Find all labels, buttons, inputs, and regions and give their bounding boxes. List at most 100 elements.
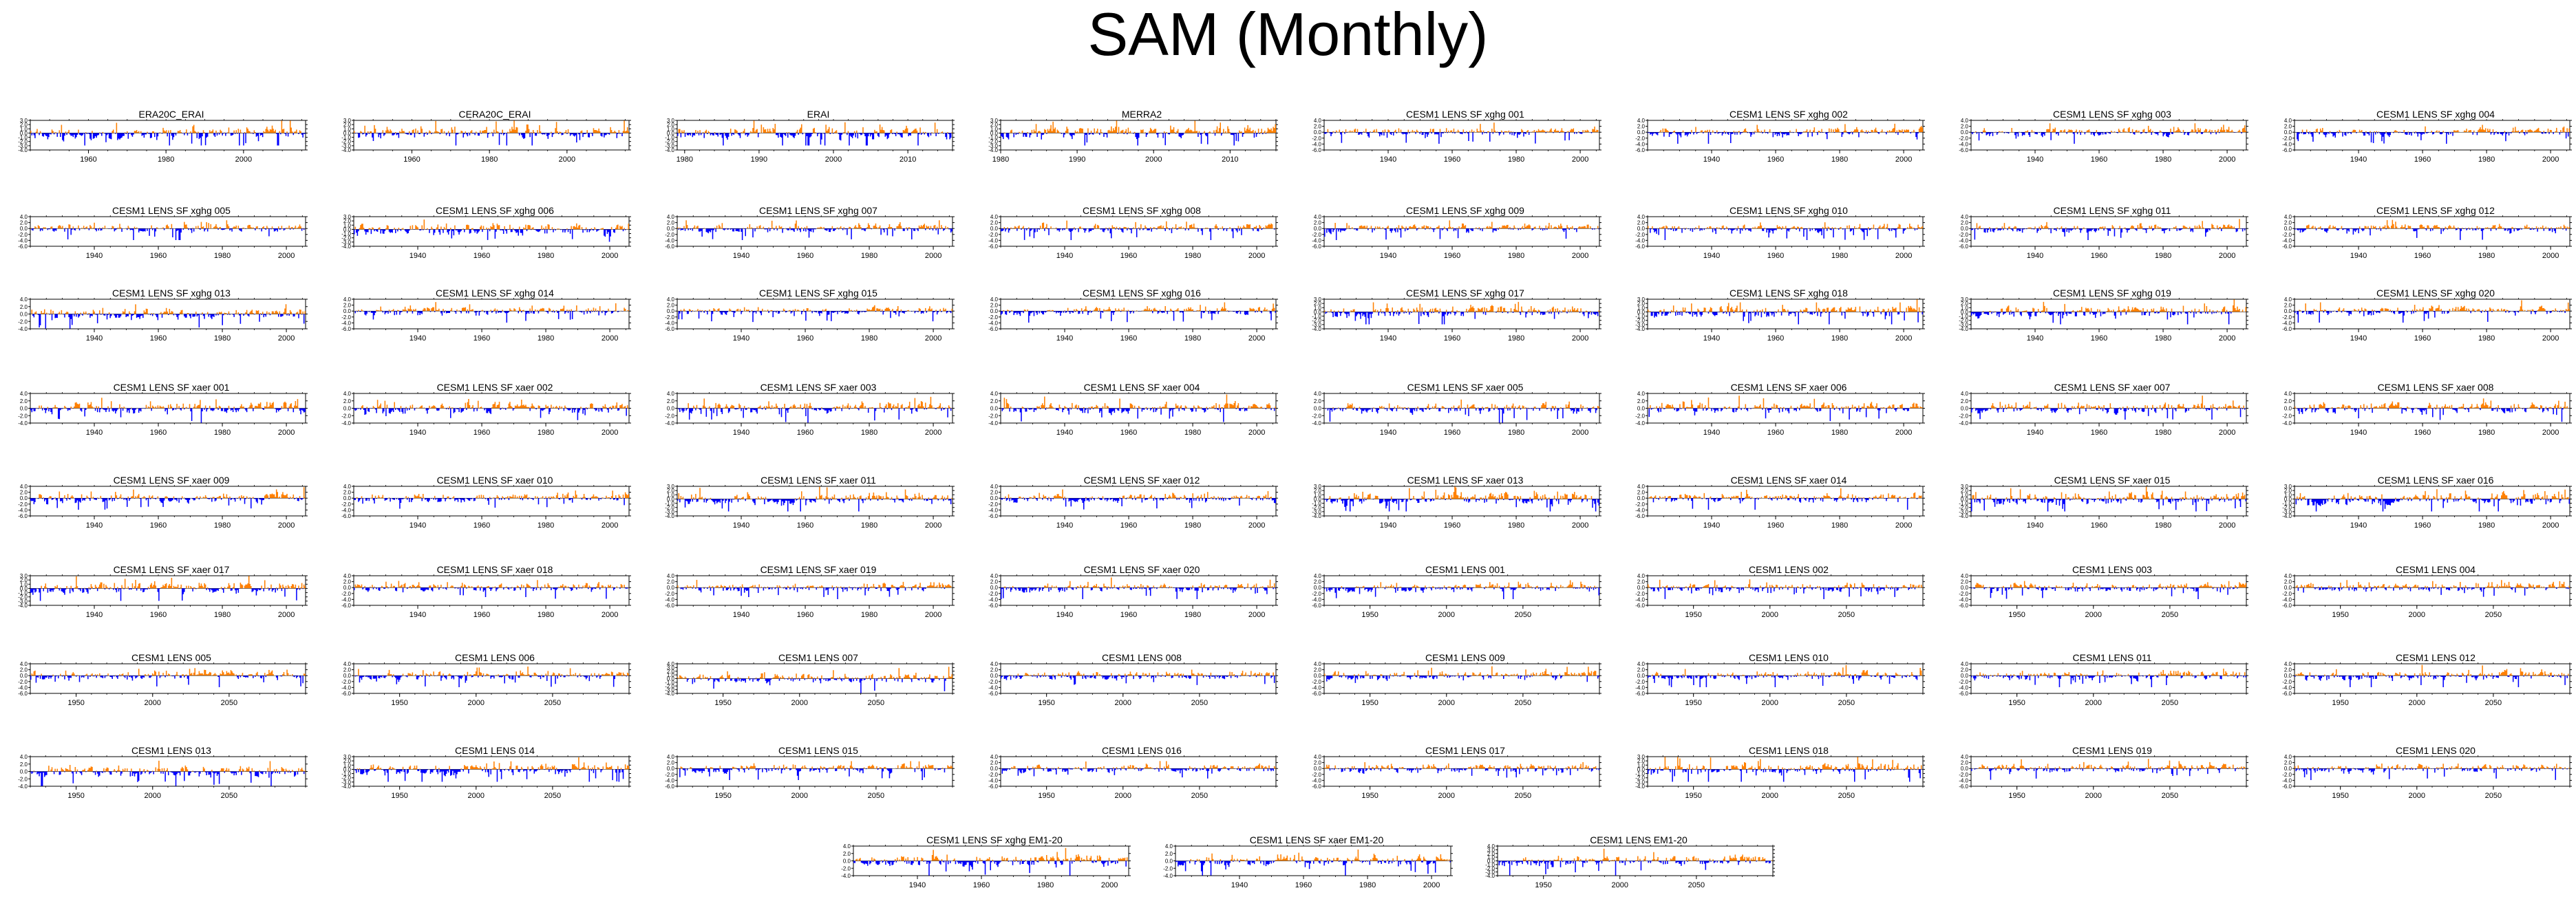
y-tick-label: 4.0	[343, 573, 352, 579]
y-tick-label: -3.0	[341, 779, 351, 786]
panel-plot: 4.03.02.01.00.0-1.0-2.0-3.0-4.0 1950 2000 2…	[1485, 843, 1775, 889]
y-tick-label: -2.0	[341, 413, 351, 419]
positive-anomaly-bars	[1324, 301, 1599, 312]
negative-anomaly-bars	[1001, 133, 1267, 146]
negative-anomaly-bars	[2295, 675, 2568, 688]
x-tick-label: 1980	[214, 429, 231, 437]
x-tick-label: 1950	[391, 699, 407, 707]
panel-title: CESM1 LENS SF xghg EM1-20	[926, 834, 1063, 845]
x-tick-label: 1960	[2091, 429, 2107, 437]
negative-anomaly-bars	[679, 587, 946, 600]
negative-anomaly-bars	[1324, 587, 1599, 600]
x-tick-label: 2000	[925, 521, 941, 530]
y-tick-label: 1.0	[20, 581, 28, 587]
positive-anomaly-bars	[361, 398, 629, 409]
positive-anomaly-bars	[354, 580, 629, 588]
y-tick-label: 2.0	[1314, 579, 1322, 585]
y-tick-label: 0.0	[20, 130, 28, 136]
panel-plot: 4.02.00.0-2.0-4.0 1940 1960 1980 2000	[841, 843, 1131, 889]
y-tick-label: 0.0	[2284, 226, 2292, 232]
y-tick-label: 2.0	[667, 122, 675, 128]
x-tick-label: 1960	[2414, 252, 2431, 260]
panel: CESM1 LENS 016 4.0 2.0 0.0 -2.0 -4.0 -6.0 1950 2…	[981, 745, 1283, 808]
y-tick-label: -6.0	[1635, 513, 1645, 519]
y-tick-label: -2.0	[1635, 232, 1645, 238]
y-tick-label: 4.0	[2284, 296, 2292, 303]
y-tick-label: 4.0	[20, 484, 28, 490]
x-tick-label: 2000	[602, 611, 618, 619]
panel: CESM1 LENS SF xaer 002 4.0 2.0 0.0 -2.0 -4.0 1…	[334, 382, 636, 445]
plot-frame	[1647, 120, 1924, 151]
y-tick-label: 2.0	[2284, 760, 2292, 766]
y-tick-label: -2.0	[1959, 318, 1968, 324]
y-tick-label: 0.0	[1961, 766, 1969, 772]
panel: CESM1 LENS SF xghg 014 4.0 2.0 0.0 -2.0 -4.0-…	[334, 288, 636, 351]
x-tick-label: 1980	[2478, 334, 2495, 343]
y-tick-label: 2.0	[343, 303, 352, 309]
x-tick-label: 2000	[1101, 881, 1118, 889]
panel-plot: 4.02.00.0-2.0-4.0 1940 1960 1980 2000	[1163, 843, 1453, 889]
y-tick-label: 2.0	[990, 122, 999, 128]
x-tick-label: 2000	[2219, 521, 2235, 530]
negative-anomaly-bars	[1175, 861, 1451, 876]
plot-frame	[1647, 575, 1924, 606]
y-tick-label: 1.0	[667, 672, 675, 678]
y-tick-label: 2.0	[990, 490, 999, 496]
positive-anomaly-bars	[36, 398, 299, 409]
y-tick-label: -6.0	[341, 513, 351, 519]
x-tick-label: 1940	[733, 521, 749, 530]
y-tick-label: 0.0	[2284, 766, 2292, 772]
positive-anomaly-bars	[30, 220, 306, 229]
negative-anomaly-bars	[678, 228, 952, 241]
x-tick-label: 1940	[1703, 252, 1720, 260]
x-tick-label: 2000	[1145, 155, 1162, 164]
x-tick-label: 1940	[1380, 334, 1396, 343]
panel-plot: 4.02.00.0-2.0-4.0-6.0 1940 1960 1980 2000	[18, 214, 308, 260]
y-tick-label: -4.0	[2282, 141, 2292, 147]
y-tick-label: -2.0	[1312, 679, 1321, 685]
positive-anomaly-bars	[1648, 299, 1922, 312]
x-tick-label: 2000	[602, 334, 618, 343]
y-tick-label: 2.0	[343, 758, 352, 764]
x-tick-label: 1980	[2478, 521, 2495, 530]
positive-anomaly-bars	[1982, 299, 2246, 312]
y-tick-label: 0.0	[1637, 226, 1646, 232]
y-tick-label: -3.0	[1312, 509, 1321, 515]
negative-anomaly-bars	[678, 311, 952, 323]
positive-anomaly-bars	[678, 486, 952, 499]
y-tick-label: -2.0	[665, 413, 674, 419]
negative-anomaly-bars	[1648, 132, 1919, 144]
y-tick-label: -4.0	[988, 320, 998, 326]
panel: CESM1 LENS SF xghg 004 4.0 2.0 0.0 -2.0 -4.0-…	[2275, 109, 2576, 172]
x-tick-label: 1940	[1056, 334, 1073, 343]
panel-title: CESM1 LENS SF xaer 014	[1730, 475, 1847, 486]
x-tick-label: 1960	[1767, 334, 1784, 343]
plot-frame	[1970, 756, 2247, 787]
panel-title: CESM1 LENS SF xghg 018	[1729, 288, 1848, 299]
y-tick-label: -2.0	[1959, 505, 1968, 511]
x-tick-label: 1950	[1685, 699, 1701, 707]
x-tick-label: 1940	[1056, 521, 1073, 530]
y-tick-label: -6.0	[1312, 783, 1321, 790]
y-tick-label: -4.0	[341, 320, 351, 326]
y-tick-label: -4.0	[18, 147, 28, 153]
x-tick-label: 1980	[1184, 429, 1201, 437]
panel-title: CESM1 LENS 011	[2072, 652, 2152, 663]
x-tick-label: 1980	[481, 155, 498, 164]
plot-frame	[30, 216, 306, 247]
panel-plot: 3.02.01.00.0-1.0-2.0-3.0-4.0 1940 1960 1980…	[1312, 296, 1601, 343]
negative-anomaly-bars	[1971, 132, 2242, 144]
y-tick-label: 2.0	[343, 667, 352, 673]
y-tick-label: 0.0	[1314, 309, 1322, 315]
panel: CESM1 LENS SF xghg 006 3.0 2.0 1.0 0.0 -1.0 -2…	[334, 205, 636, 268]
panel-title: CESM1 LENS SF xghg 015	[759, 288, 877, 299]
x-tick-label: 2000	[1895, 155, 1912, 164]
panel-plot: 4.02.00.0-2.0-4.0-6.0 1940 1960 1980 2000	[665, 296, 955, 343]
y-tick-label: 0.0	[667, 585, 675, 591]
y-tick-label: 4.0	[990, 391, 999, 397]
x-tick-label: 1960	[1120, 521, 1137, 530]
y-tick-label: 1.0	[1637, 762, 1646, 768]
panel-title: CESM1 LENS SF xghg 002	[1729, 109, 1848, 120]
y-tick-label: -4.0	[988, 507, 998, 513]
y-tick-label: 4.0	[20, 754, 28, 760]
